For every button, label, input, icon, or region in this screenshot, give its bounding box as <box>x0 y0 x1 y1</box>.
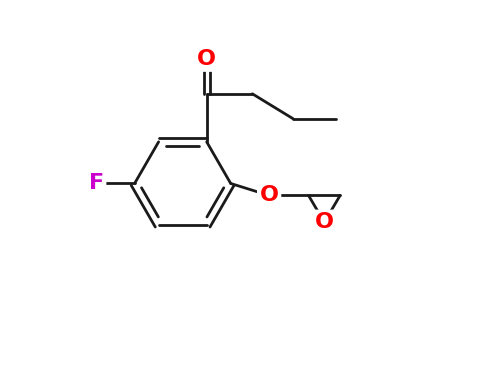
Text: F: F <box>89 174 104 193</box>
Text: O: O <box>259 186 279 206</box>
Text: O: O <box>197 49 216 69</box>
Text: O: O <box>315 212 334 232</box>
